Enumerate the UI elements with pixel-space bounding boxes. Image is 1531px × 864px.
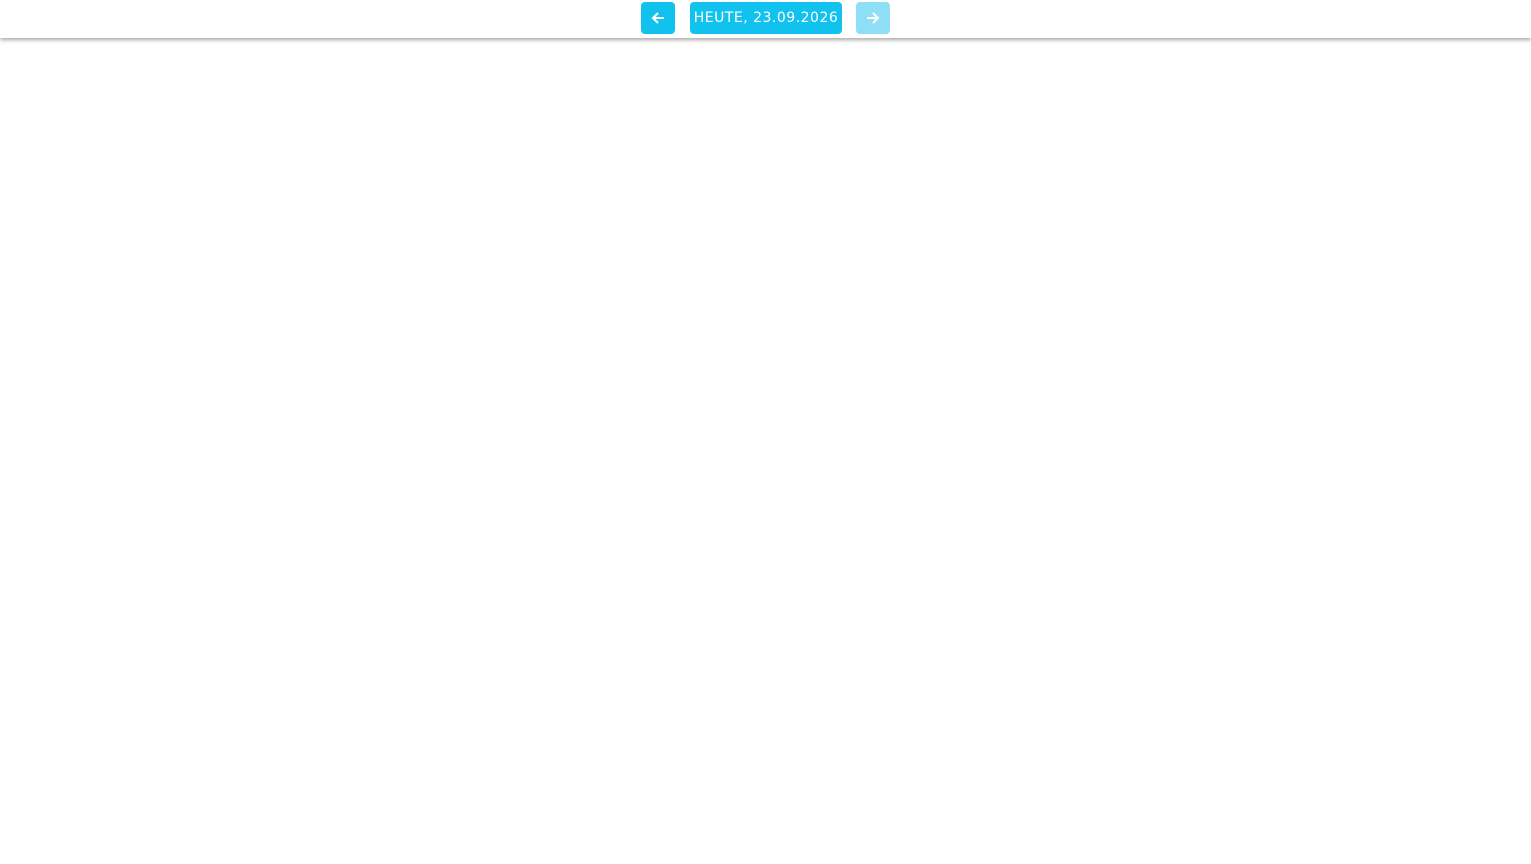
legend-marker [751, 846, 762, 856]
x-tick-label: 16:00 [994, 817, 1029, 831]
top-bar: HEUTE, 23.09.2026 [0, 0, 1531, 38]
line [32, 72, 691, 294]
x-tick-label: 15:00 [933, 817, 968, 831]
legend-label: ASKOMA: 7,6 kWh [643, 844, 742, 857]
x-tick-label: 03:00 [199, 817, 234, 831]
x-tick-label: 12:00 [750, 817, 785, 831]
y-tick-label: 0,4 [0, 652, 19, 666]
x-tick-label: 08:00 [505, 817, 540, 831]
x-tick-label: 22:00 [1361, 817, 1396, 831]
arrow-left-icon [651, 12, 664, 24]
x-tick-label: 11:00 [689, 817, 724, 831]
x-tick-label: 19:00 [1178, 817, 1213, 831]
x-tick-label: 20:00 [1239, 817, 1274, 831]
x-tick-label: 10:00 [627, 817, 662, 831]
area [33, 164, 690, 806]
x-tick-label: 13:00 [811, 817, 846, 831]
area [33, 73, 690, 806]
x-tick-label: 14:00 [872, 817, 907, 831]
x-tick-label: 01:00 [77, 817, 112, 831]
x-tick-label: 00:00 [1484, 817, 1519, 831]
y-tick-label: 1,6 [0, 212, 19, 226]
next-button [856, 2, 890, 34]
prev-button[interactable] [641, 2, 675, 34]
x-tick-label: 05:00 [322, 817, 357, 831]
x-tick-label: 23:00 [1423, 817, 1458, 831]
line [33, 162, 690, 807]
y2-tick-label: 57 [1515, 66, 1530, 80]
x-tick-label: 06:00 [383, 817, 418, 831]
y-tick-label: 2 [11, 66, 19, 80]
y-tick-label: 0 [11, 799, 19, 813]
y2-tick-label: 20 [1515, 541, 1530, 555]
x-tick-label: 21:00 [1300, 817, 1335, 831]
x-tick-label: 18:00 [1117, 817, 1152, 831]
y2-tick-label: 40 [1515, 284, 1530, 298]
x-tick-label: 07:00 [444, 817, 479, 831]
y2-unit: °C [1514, 40, 1528, 54]
x-tick-label: 17:00 [1056, 817, 1091, 831]
x-tick-label: 02:00 [138, 817, 173, 831]
y-tick-label: 1,2 [0, 359, 19, 373]
x-tick-label: 00:00 [16, 817, 51, 831]
y-tick-label: 0,8 [0, 505, 19, 519]
date-button[interactable]: HEUTE, 23.09.2026 [690, 2, 842, 34]
x-tick-label: 09:00 [566, 817, 601, 831]
legend-label: Wassertemperatur in °C [765, 844, 898, 857]
arrow-right-icon [867, 12, 880, 24]
y-unit: kW [7, 40, 26, 54]
legend-marker [629, 846, 639, 856]
x-tick-label: 04:00 [260, 817, 295, 831]
y2-tick-label: 0 [1515, 799, 1523, 813]
